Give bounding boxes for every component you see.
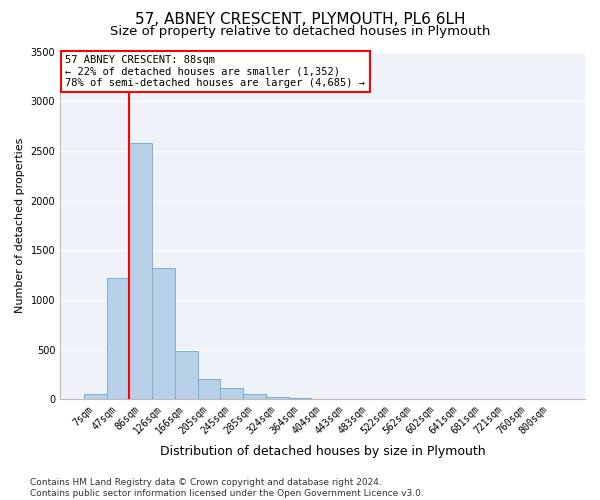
Bar <box>289 398 311 400</box>
Text: 57 ABNEY CRESCENT: 88sqm
← 22% of detached houses are smaller (1,352)
78% of sem: 57 ABNEY CRESCENT: 88sqm ← 22% of detach… <box>65 55 365 88</box>
Y-axis label: Number of detached properties: Number of detached properties <box>15 138 25 313</box>
Bar <box>107 278 130 400</box>
Bar <box>152 268 175 400</box>
Text: Size of property relative to detached houses in Plymouth: Size of property relative to detached ho… <box>110 25 490 38</box>
Bar <box>84 394 107 400</box>
Text: Contains HM Land Registry data © Crown copyright and database right 2024.
Contai: Contains HM Land Registry data © Crown c… <box>30 478 424 498</box>
Bar <box>243 394 266 400</box>
Text: 57, ABNEY CRESCENT, PLYMOUTH, PL6 6LH: 57, ABNEY CRESCENT, PLYMOUTH, PL6 6LH <box>135 12 465 28</box>
X-axis label: Distribution of detached houses by size in Plymouth: Distribution of detached houses by size … <box>160 444 485 458</box>
Bar <box>266 397 289 400</box>
Bar <box>130 143 152 400</box>
Bar <box>220 388 243 400</box>
Bar <box>197 380 220 400</box>
Bar <box>175 350 197 400</box>
